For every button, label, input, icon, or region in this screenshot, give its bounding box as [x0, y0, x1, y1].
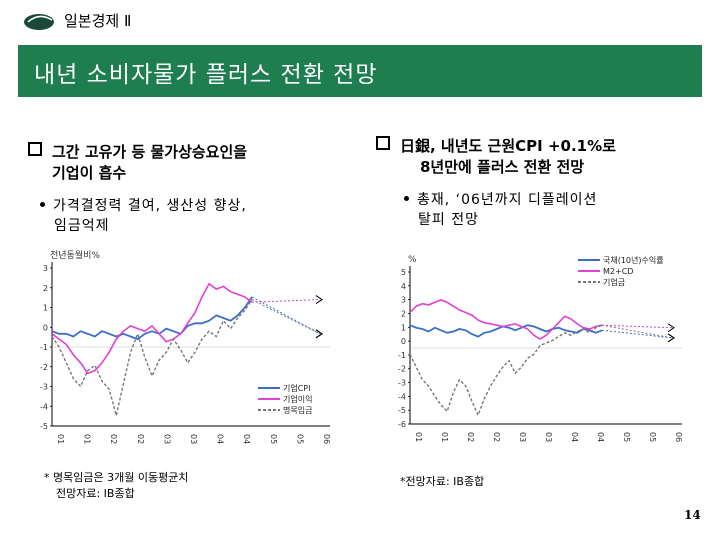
right-line-chart: %5 4 3 2 1 0 -1 -2 -3 -4 -5 -6 01 01 02 02 03 03 04 04 05 05 0…	[398, 255, 683, 442]
x-tick-label: 01	[56, 434, 65, 444]
projection-line-3	[251, 299, 321, 335]
projection-arrow-icon	[667, 333, 675, 343]
right-footnote: *전망자료: IB종합	[400, 475, 485, 488]
y-tick-label: 1	[401, 323, 406, 332]
series-line-2	[51, 282, 253, 375]
y-tick-label: -3	[398, 379, 406, 388]
right-sub-line1: 총재, ‘06년까지 디플레이션	[417, 192, 598, 208]
x-tick-label: 06	[674, 432, 683, 442]
x-tick-label: 02	[109, 434, 118, 444]
left-bullet-line2: 기업이 흡수	[52, 164, 127, 182]
projection-arrow-icon	[315, 329, 323, 339]
legend-label: 기업금	[603, 278, 625, 287]
y-tick-label: -2	[40, 363, 48, 372]
x-tick-label: 04	[242, 434, 251, 444]
logo-icon	[24, 14, 54, 30]
y-tick-label: 2	[401, 309, 406, 318]
x-tick-label: 05	[295, 434, 304, 444]
y-tick-label: -4	[398, 392, 406, 401]
y-tick-label: 2	[43, 284, 48, 293]
projection-line-2	[601, 324, 673, 329]
x-tick-label: 03	[162, 434, 171, 444]
x-tick-label: 01	[414, 432, 423, 442]
y-tick-label: 1	[43, 304, 48, 313]
x-tick-label: 03	[189, 434, 198, 444]
y-tick-label: -4	[40, 402, 48, 411]
right-bullet-line2: 8년만에 플러스 전환 전망	[420, 158, 585, 176]
left-bullet: 그간 고유가 등 물가상승요인을 기업이 흡수	[28, 142, 247, 184]
legend-label: 명목임금	[283, 405, 312, 415]
left-footnote: * 명목임금은 3개월 이동평균치 전망자료: IB종합	[44, 470, 188, 502]
x-tick-label: 01	[440, 432, 449, 442]
slide-header: 일본경제 Ⅱ	[0, 0, 720, 42]
right-subbullet: 총재, ‘06년까지 디플레이션 탈피 전망	[404, 190, 597, 230]
section-label: 일본경제 Ⅱ	[64, 12, 132, 30]
page-title: 내년 소비자물가 플러스 전환 전망	[34, 62, 378, 88]
projection-line-1	[251, 296, 321, 335]
x-tick-label: 01	[83, 434, 92, 444]
x-tick-label: 05	[648, 432, 657, 442]
y-axis-label: %	[408, 255, 417, 265]
checkbox-bullet-icon	[28, 142, 42, 156]
y-tick-label: -3	[40, 383, 48, 392]
legend-label: 국채(10년)수익률	[603, 255, 664, 265]
x-tick-label: 05	[269, 434, 278, 444]
y-tick-label: -2	[398, 365, 406, 374]
x-tick-label: 04	[570, 432, 579, 442]
y-tick-label: 3	[43, 264, 48, 273]
series-line-1	[51, 296, 253, 341]
y-tick-label: 4	[401, 282, 406, 291]
left-line-chart: 전년동월비%3 2 1 0 -1 -2 -3 -4 -5 01 01 02 02 03 03 04 04 05 05…	[40, 249, 331, 444]
left-note-line2: 전망자료: IB종합	[56, 487, 135, 500]
left-sub-line1: 가격결정력 결여, 생산성 향상,	[53, 198, 247, 214]
series-line-3	[409, 324, 603, 417]
x-tick-label: 04	[596, 432, 605, 442]
left-subbullet: 가격결정력 결여, 생산성 향상, 임금억제	[40, 196, 247, 236]
right-bullet: 日銀, 내년도 근원CPI +0.1%로 8년만에 플러스 전환 전망	[376, 136, 616, 178]
y-tick-label: -1	[398, 351, 406, 360]
series-line-1	[409, 324, 603, 338]
y-tick-label: 0	[401, 337, 406, 346]
page-number: 14	[684, 508, 701, 522]
projection-line-2	[251, 299, 321, 303]
dot-bullet-icon	[404, 196, 409, 201]
x-tick-label: 04	[216, 434, 225, 444]
x-tick-label: 03	[544, 432, 553, 442]
right-sub-line2: 탈피 전망	[418, 212, 479, 228]
y-tick-label: -5	[40, 422, 48, 431]
projection-line-1	[601, 329, 673, 339]
x-tick-label: 02	[136, 434, 145, 444]
left-sub-line2: 임금억제	[54, 218, 110, 234]
title-band: 내년 소비자물가 플러스 전환 전망	[18, 45, 702, 97]
legend-label: 기업이익	[283, 394, 312, 404]
legend-label: M2+CD	[603, 267, 633, 276]
left-note-line1: * 명목임금은 3개월 이동평균치	[44, 471, 189, 484]
projection-arrow-icon	[315, 295, 323, 305]
y-tick-label: 3	[401, 296, 406, 305]
y-tick-label: -1	[40, 343, 48, 352]
x-tick-label: 03	[518, 432, 527, 442]
checkbox-bullet-icon	[376, 136, 390, 150]
x-tick-label: 02	[492, 432, 501, 442]
x-tick-label: 02	[466, 432, 475, 442]
y-tick-label: -5	[398, 406, 406, 415]
projection-line-3	[601, 324, 673, 339]
y-tick-label: -6	[398, 420, 406, 429]
x-tick-label: 06	[322, 434, 331, 444]
dot-bullet-icon	[40, 202, 45, 207]
legend-label: 기업CPI	[283, 384, 311, 393]
y-axis-label: 전년동월비%	[50, 249, 100, 261]
series-line-2	[409, 299, 603, 341]
y-tick-label: 5	[401, 268, 406, 277]
series-line-3	[51, 299, 253, 416]
y-tick-label: 0	[43, 323, 48, 332]
projection-arrow-icon	[667, 323, 675, 333]
left-bullet-line1: 그간 고유가 등 물가상승요인을	[52, 143, 248, 161]
right-bullet-line1: 日銀, 내년도 근원CPI +0.1%로	[400, 137, 616, 155]
x-tick-label: 05	[622, 432, 631, 442]
